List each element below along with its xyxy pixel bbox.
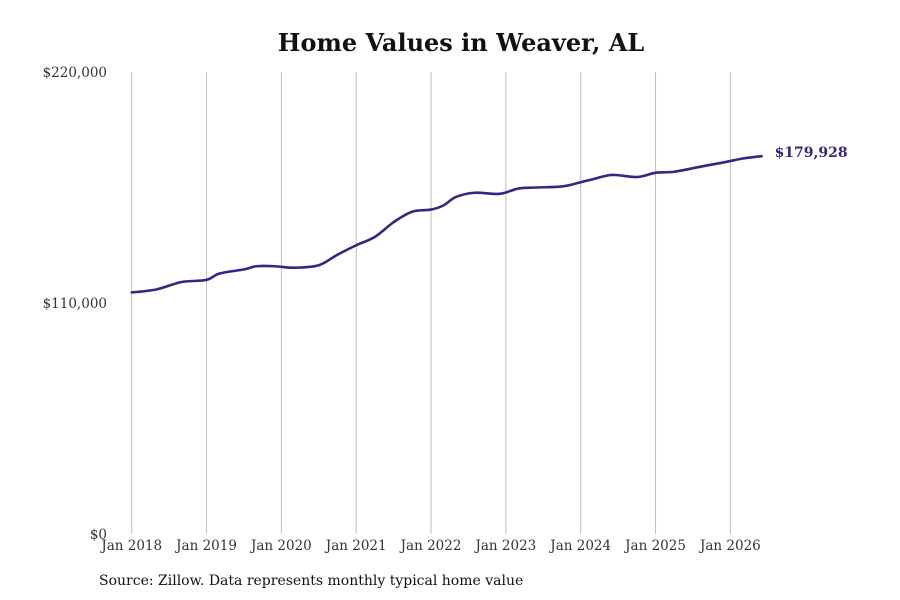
y-axis: $0 $110,000 $220,000: [43, 65, 107, 543]
x-tick-label: Jan 2019: [174, 538, 237, 554]
x-tick-label: Jan 2026: [698, 538, 761, 554]
source-note: Source: Zillow. Data represents monthly …: [99, 573, 524, 589]
series-line: [130, 154, 763, 294]
x-tick-label: Jan 2018: [99, 538, 162, 554]
series: [130, 154, 763, 294]
x-tick-label: Jan 2021: [324, 538, 387, 554]
gridlines: [131, 72, 731, 534]
y-tick-label: $220,000: [43, 65, 107, 81]
x-tick-label: Jan 2024: [548, 538, 611, 554]
x-tick-label: Jan 2022: [399, 538, 462, 554]
x-tick-label: Jan 2025: [623, 538, 686, 554]
x-tick-label: Jan 2023: [473, 538, 536, 554]
end-value-label: $179,928: [775, 145, 848, 161]
chart-title: Home Values in Weaver, AL: [277, 28, 645, 57]
x-tick-label: Jan 2020: [249, 538, 312, 554]
x-axis: Jan 2018 Jan 2019 Jan 2020 Jan 2021 Jan 2022…: [99, 538, 760, 554]
y-tick-label: $0: [90, 527, 107, 543]
y-tick-label: $110,000: [43, 296, 107, 312]
